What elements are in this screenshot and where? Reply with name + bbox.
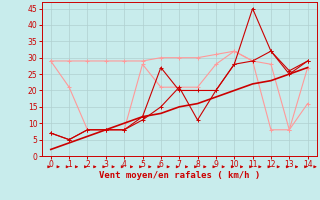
- X-axis label: Vent moyen/en rafales ( km/h ): Vent moyen/en rafales ( km/h ): [99, 171, 260, 180]
